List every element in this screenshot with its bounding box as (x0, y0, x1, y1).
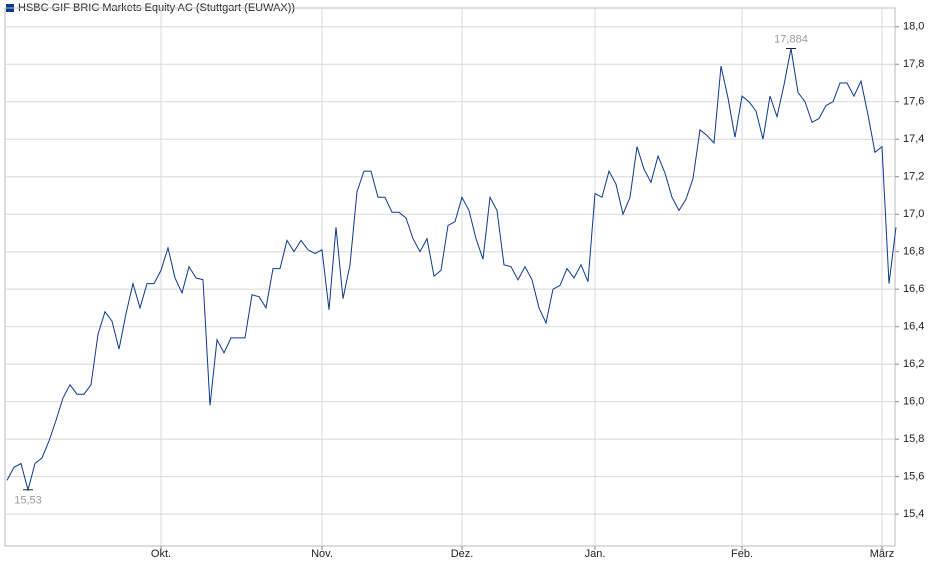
x-tick-label: Jan. (585, 548, 606, 560)
annotation-label: 15,53 (14, 495, 42, 507)
y-tick-label: 15,4 (903, 508, 924, 520)
y-tick-label: 15,8 (903, 433, 924, 445)
y-tick-label: 17,6 (903, 96, 924, 108)
y-tick-label: 16,0 (903, 396, 924, 408)
y-tick-label: 18,0 (903, 21, 924, 33)
x-tick-label: Okt. (151, 548, 171, 560)
y-tick-label: 16,4 (903, 321, 924, 333)
x-tick-label: Dez. (451, 548, 474, 560)
plot-area (4, 7, 896, 547)
x-tick-label: Nov. (311, 548, 333, 560)
y-tick-label: 17,4 (903, 133, 924, 145)
y-tick-label: 17,8 (903, 58, 924, 70)
y-tick-label: 17,2 (903, 171, 924, 183)
y-tick-label: 17,0 (903, 208, 924, 220)
price-line (6, 48, 897, 492)
y-tick-label: 16,6 (903, 283, 924, 295)
annotation-label: 17,884 (774, 33, 808, 45)
x-tick-label: Feb. (731, 548, 753, 560)
x-tick-label: März (870, 548, 894, 560)
y-tick-label: 16,2 (903, 358, 924, 370)
y-tick-label: 16,8 (903, 246, 924, 258)
y-tick-label: 15,6 (903, 471, 924, 483)
